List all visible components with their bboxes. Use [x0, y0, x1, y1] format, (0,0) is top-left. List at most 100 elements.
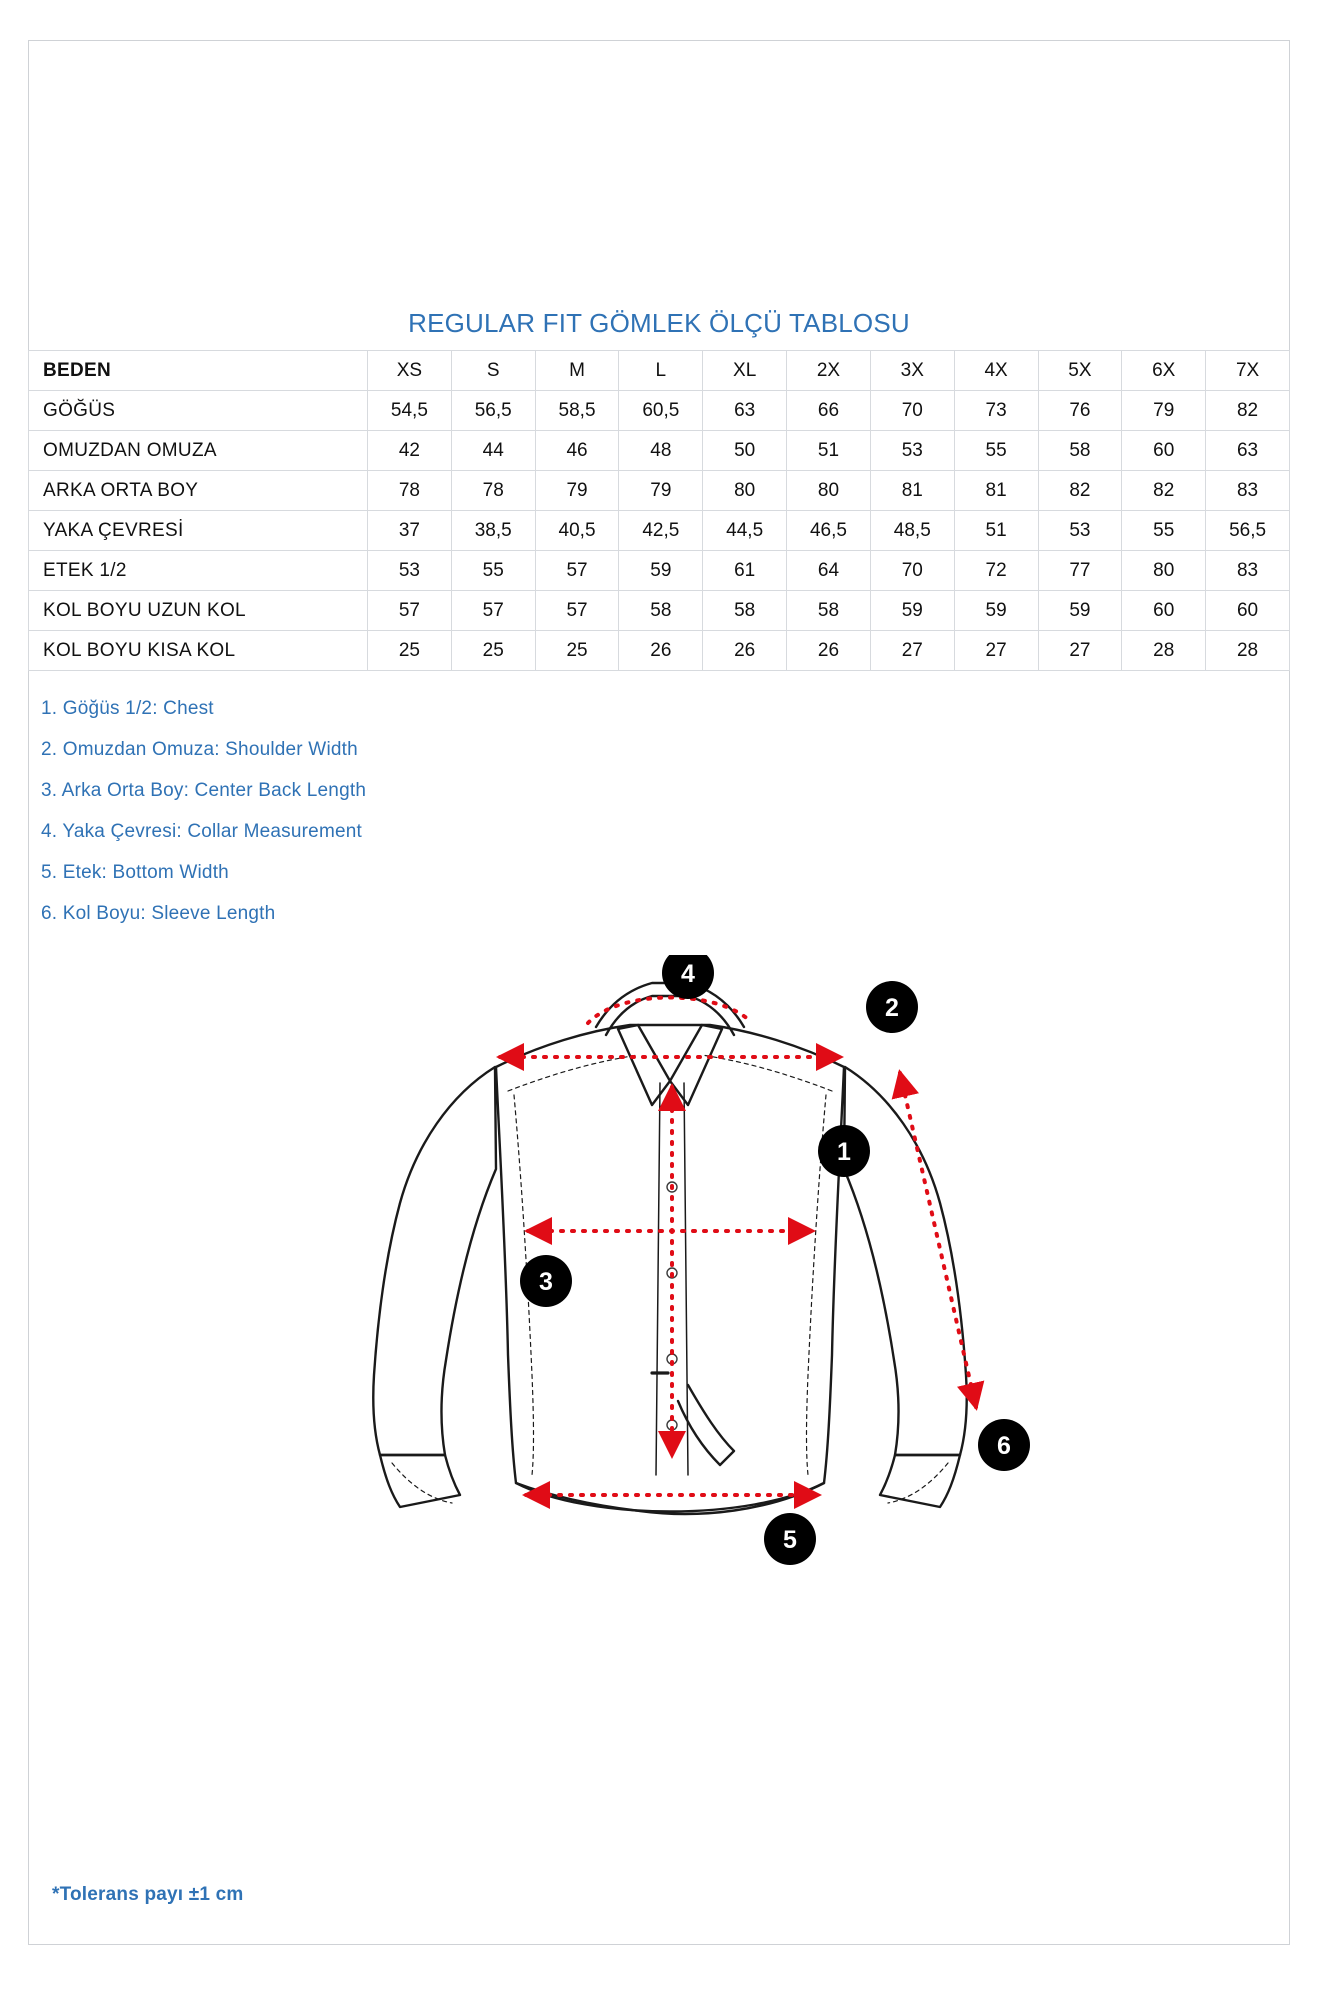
cell-omuz-l: 48 [618, 430, 704, 471]
cell-etek-3x: 70 [869, 550, 955, 591]
cell-etek-m: 57 [534, 550, 620, 591]
cell-gogus-l: 60,5 [618, 390, 704, 431]
table-row: KOL BOYU UZUN KOL 57 57 57 58 58 58 59 5… [28, 590, 1290, 631]
cell-etek-l: 59 [618, 550, 704, 591]
table-row: OMUZDAN OMUZA 42 44 46 48 50 51 53 55 58… [28, 430, 1290, 471]
row-label-kol-boyu-uzun: KOL BOYU UZUN KOL [28, 590, 368, 631]
table-header-l: L [618, 350, 704, 391]
cell-kisakol-5x: 27 [1037, 630, 1123, 671]
cell-uzunkol-5x: 59 [1037, 590, 1123, 631]
callout-badge-2: 2 [866, 981, 918, 1033]
cell-arka-s: 78 [450, 470, 536, 511]
table-header-m: M [534, 350, 620, 391]
cell-omuz-m: 46 [534, 430, 620, 471]
cell-yaka-6x: 55 [1121, 510, 1207, 551]
table-header-xs: XS [367, 350, 452, 391]
callout-badge-3: 3 [520, 1255, 572, 1307]
table-header-3x: 3X [869, 350, 955, 391]
callout-badge-1: 1 [818, 1125, 870, 1177]
callout-badge-6: 6 [978, 1419, 1030, 1471]
cell-arka-7x: 83 [1205, 470, 1290, 511]
cell-arka-4x: 81 [953, 470, 1039, 511]
table-row: KOL BOYU KISA KOL 25 25 25 26 26 26 27 2… [28, 630, 1290, 671]
cell-etek-xs: 53 [367, 550, 452, 591]
callout-label-5: 5 [783, 1526, 797, 1554]
cell-omuz-3x: 53 [869, 430, 955, 471]
cell-yaka-xs: 37 [367, 510, 452, 551]
table-header-4x: 4X [953, 350, 1039, 391]
cell-kisakol-xl: 26 [702, 630, 788, 671]
cell-etek-5x: 77 [1037, 550, 1123, 591]
cell-gogus-3x: 70 [869, 390, 955, 431]
cell-gogus-s: 56,5 [450, 390, 536, 431]
cell-uzunkol-l: 58 [618, 590, 704, 631]
cell-omuz-xl: 50 [702, 430, 788, 471]
cell-gogus-m: 58,5 [534, 390, 620, 431]
cell-omuz-2x: 51 [786, 430, 871, 471]
legend-item-5: 5. Etek: Bottom Width [41, 862, 229, 883]
measurement-legend: 1. Göğüs 1/2: Chest 2. Omuzdan Omuza: Sh… [41, 688, 366, 934]
cell-omuz-s: 44 [450, 430, 536, 471]
table-header-beden: BEDEN [28, 350, 368, 391]
cell-etek-4x: 72 [953, 550, 1039, 591]
cell-gogus-5x: 76 [1037, 390, 1123, 431]
cell-arka-3x: 81 [869, 470, 955, 511]
row-label-omuzdan-omuza: OMUZDAN OMUZA [28, 430, 368, 471]
callout-label-4: 4 [681, 960, 695, 988]
tolerance-footnote: *Tolerans payı ±1 cm [52, 1884, 244, 1905]
measure-arrow-collar [586, 995, 754, 1025]
callout-badges-group: 4 2 1 3 6 5 [520, 955, 1030, 1565]
cell-arka-2x: 80 [786, 470, 871, 511]
cell-yaka-2x: 46,5 [786, 510, 871, 551]
cell-omuz-4x: 55 [953, 430, 1039, 471]
cell-arka-6x: 82 [1121, 470, 1207, 511]
callout-badge-4: 4 [662, 955, 714, 999]
cell-uzunkol-6x: 60 [1121, 590, 1207, 631]
callout-label-1: 1 [837, 1138, 851, 1166]
legend-item-3: 3. Arka Orta Boy: Center Back Length [41, 780, 367, 801]
cell-uzunkol-s: 57 [450, 590, 536, 631]
measure-arrows-group [496, 995, 985, 1509]
cell-omuz-7x: 63 [1205, 430, 1290, 471]
table-row: ETEK 1/2 53 55 57 59 61 64 70 72 77 80 8… [28, 550, 1290, 591]
cell-uzunkol-2x: 58 [786, 590, 871, 631]
callout-label-3: 3 [539, 1268, 553, 1296]
table-header-xl: XL [702, 350, 788, 391]
legend-item-1: 1. Göğüs 1/2: Chest [41, 698, 214, 719]
cell-arka-m: 79 [534, 470, 620, 511]
cell-yaka-5x: 53 [1037, 510, 1123, 551]
cell-kisakol-m: 25 [534, 630, 620, 671]
cell-etek-s: 55 [450, 550, 536, 591]
cell-kisakol-4x: 27 [953, 630, 1039, 671]
cell-kisakol-2x: 26 [786, 630, 871, 671]
shirt-outline-group [372, 981, 968, 1516]
cell-gogus-xl: 63 [702, 390, 788, 431]
cell-uzunkol-xs: 57 [367, 590, 452, 631]
row-label-kol-boyu-kisa: KOL BOYU KISA KOL [28, 630, 368, 671]
cell-yaka-l: 42,5 [618, 510, 704, 551]
cell-arka-xs: 78 [367, 470, 452, 511]
cell-etek-7x: 83 [1205, 550, 1290, 591]
cell-gogus-6x: 79 [1121, 390, 1207, 431]
cell-gogus-7x: 82 [1205, 390, 1290, 431]
cell-etek-2x: 64 [786, 550, 871, 591]
cell-yaka-4x: 51 [953, 510, 1039, 551]
cell-uzunkol-4x: 59 [953, 590, 1039, 631]
cell-uzunkol-7x: 60 [1205, 590, 1290, 631]
cell-arka-5x: 82 [1037, 470, 1123, 511]
cell-kisakol-xs: 25 [367, 630, 452, 671]
legend-item-2: 2. Omuzdan Omuza: Shoulder Width [41, 739, 358, 760]
page-title: REGULAR FIT GÖMLEK ÖLÇÜ TABLOSU [408, 308, 910, 338]
callout-label-2: 2 [885, 994, 899, 1022]
table-header-7x: 7X [1205, 350, 1290, 391]
shirt-diagram: 4 2 1 3 6 5 [300, 955, 1040, 1575]
cell-uzunkol-xl: 58 [702, 590, 788, 631]
cell-yaka-m: 40,5 [534, 510, 620, 551]
row-label-gogus: GÖĞÜS [28, 390, 368, 431]
table-header-2x: 2X [786, 350, 871, 391]
cell-omuz-6x: 60 [1121, 430, 1207, 471]
cell-gogus-4x: 73 [953, 390, 1039, 431]
measure-arrow-sleeve [891, 1069, 985, 1411]
callout-badge-5: 5 [764, 1513, 816, 1565]
callout-label-6: 6 [997, 1432, 1011, 1460]
